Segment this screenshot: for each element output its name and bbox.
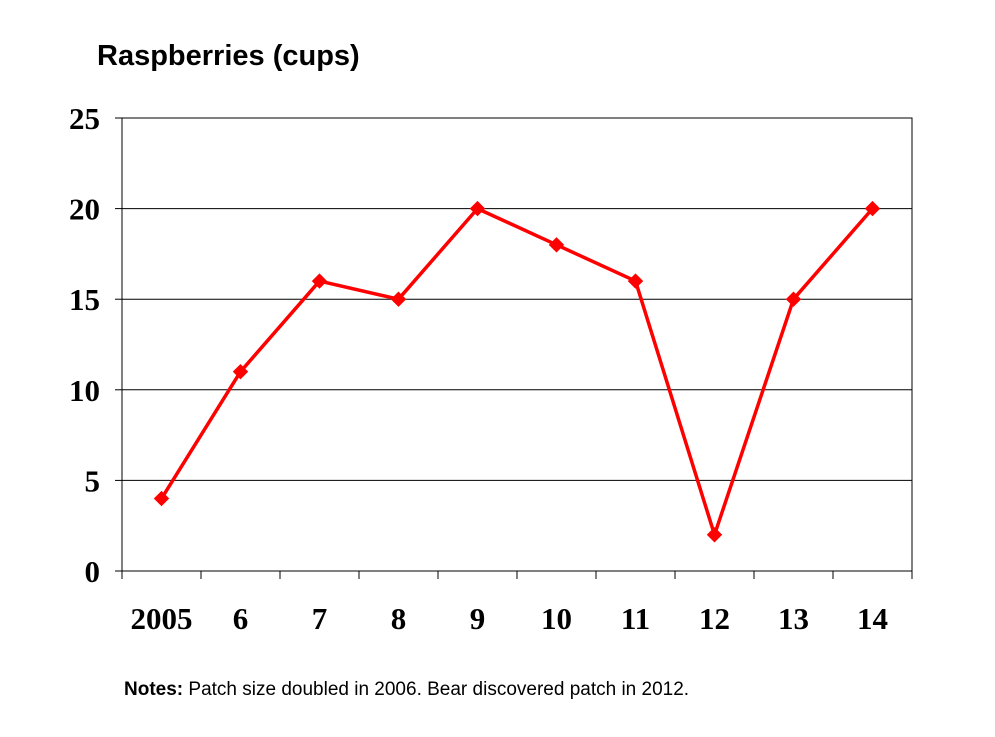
y-tick-label: 0 bbox=[85, 554, 101, 589]
data-point-6 bbox=[232, 363, 249, 380]
x-tick-labels: 2005 6 7 8 9 10 11 12 13 14 bbox=[131, 601, 889, 636]
y-tick-label: 10 bbox=[69, 373, 100, 408]
y-tick-labels: 0 5 10 15 20 25 bbox=[69, 101, 100, 589]
data-point-13 bbox=[785, 291, 802, 307]
chart-title: Raspberries (cups) bbox=[97, 40, 360, 72]
notes: Notes: Patch size doubled in 2006. Bear … bbox=[124, 679, 689, 700]
notes-text: Patch size doubled in 2006. Bear discove… bbox=[183, 679, 689, 700]
x-tick-label: 11 bbox=[621, 601, 650, 636]
x-tick-label: 6 bbox=[233, 601, 249, 636]
data-point-9 bbox=[469, 200, 486, 217]
x-tick-label: 13 bbox=[778, 601, 809, 636]
x-tick-label: 2005 bbox=[131, 601, 193, 636]
x-tick-label: 9 bbox=[470, 601, 486, 636]
data-point-8 bbox=[390, 291, 407, 307]
y-tick-label: 25 bbox=[69, 101, 100, 136]
data-point-10 bbox=[548, 237, 565, 253]
x-tick-label: 12 bbox=[699, 601, 730, 636]
y-tick-label: 20 bbox=[69, 192, 100, 227]
data-point-11 bbox=[627, 273, 644, 289]
y-tick-label: 5 bbox=[85, 463, 101, 498]
gridlines bbox=[122, 117, 912, 572]
data-point-2005 bbox=[153, 490, 170, 507]
y-tick-label: 15 bbox=[69, 282, 100, 317]
x-tick-label: 8 bbox=[391, 601, 407, 636]
series-line bbox=[160, 206, 874, 537]
series-raspberries bbox=[153, 200, 881, 543]
notes-label: Notes: bbox=[124, 679, 183, 700]
data-point-14 bbox=[864, 200, 881, 217]
data-point-12 bbox=[706, 527, 723, 543]
x-tick-label: 7 bbox=[312, 601, 328, 636]
x-tick-label: 10 bbox=[541, 601, 572, 636]
axes bbox=[115, 117, 913, 579]
plot-area bbox=[121, 117, 913, 572]
data-point-7 bbox=[311, 273, 328, 289]
x-tick-label: 14 bbox=[857, 601, 888, 636]
